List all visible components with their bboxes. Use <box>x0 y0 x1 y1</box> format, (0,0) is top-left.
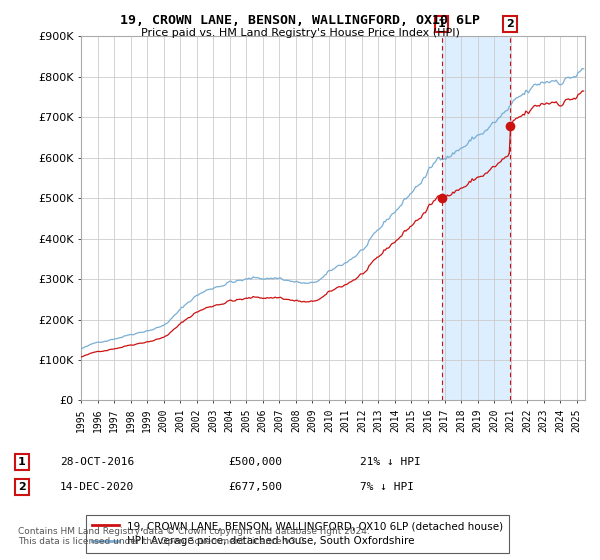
Text: 7% ↓ HPI: 7% ↓ HPI <box>360 482 414 492</box>
Bar <box>442 36 510 400</box>
Text: £500,000: £500,000 <box>228 457 282 467</box>
Text: 14-DEC-2020: 14-DEC-2020 <box>60 482 134 492</box>
Legend: 19, CROWN LANE, BENSON, WALLINGFORD, OX10 6LP (detached house), HPI: Average pri: 19, CROWN LANE, BENSON, WALLINGFORD, OX1… <box>86 515 509 553</box>
Text: 1: 1 <box>18 457 26 467</box>
Text: Price paid vs. HM Land Registry's House Price Index (HPI): Price paid vs. HM Land Registry's House … <box>140 28 460 38</box>
Text: 28-OCT-2016: 28-OCT-2016 <box>60 457 134 467</box>
Text: 2: 2 <box>506 19 514 29</box>
Text: 2: 2 <box>18 482 26 492</box>
Text: 19, CROWN LANE, BENSON, WALLINGFORD, OX10 6LP: 19, CROWN LANE, BENSON, WALLINGFORD, OX1… <box>120 14 480 27</box>
Text: Contains HM Land Registry data © Crown copyright and database right 2024.
This d: Contains HM Land Registry data © Crown c… <box>18 526 370 546</box>
Text: 1: 1 <box>438 19 446 29</box>
Text: £677,500: £677,500 <box>228 482 282 492</box>
Text: 21% ↓ HPI: 21% ↓ HPI <box>360 457 421 467</box>
